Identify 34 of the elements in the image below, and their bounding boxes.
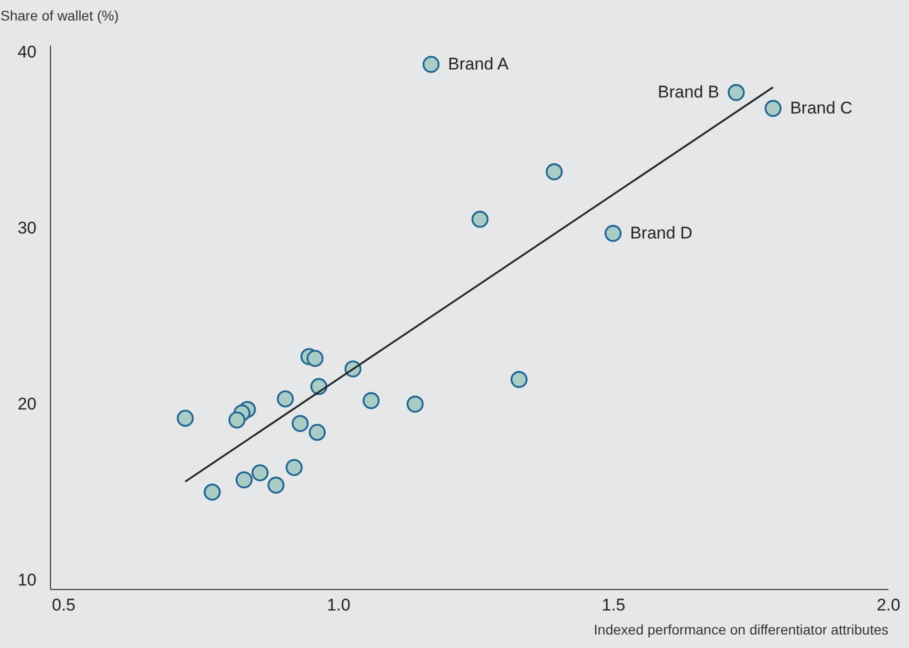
point [292, 415, 309, 432]
point [546, 163, 563, 180]
point [406, 396, 424, 413]
point [286, 459, 303, 476]
point [308, 424, 326, 441]
y-tick-label: 30 [18, 218, 36, 238]
annotation: Brand D [630, 223, 692, 242]
point [236, 471, 253, 488]
point [604, 224, 622, 242]
x-axis-title: Indexed performance on differentiator attributes [594, 622, 888, 638]
point [510, 371, 528, 388]
point [472, 210, 488, 228]
point [252, 464, 269, 482]
x-tick-label: 1.5 [602, 596, 626, 614]
y-axis-title: Share of wallet (%) [0, 8, 119, 24]
point [204, 484, 221, 501]
point [276, 390, 294, 408]
point [728, 84, 745, 101]
y-tick-label: 10 [18, 570, 36, 590]
point [176, 410, 194, 427]
x-tick-label: 2.0 [876, 596, 900, 614]
annotation: Brand B [658, 82, 720, 102]
annotation: Brand A [448, 54, 510, 74]
point [422, 56, 440, 73]
point [362, 392, 380, 410]
x-tick-label: 0.5 [52, 596, 76, 614]
y-tick-label: 40 [18, 42, 36, 62]
x-tick-label: 1.0 [326, 596, 350, 614]
point [764, 100, 782, 117]
y-tick-label: 20 [18, 394, 36, 414]
annotation: Brand C [790, 98, 852, 118]
point [268, 476, 284, 494]
point [306, 350, 324, 367]
point [228, 412, 246, 428]
